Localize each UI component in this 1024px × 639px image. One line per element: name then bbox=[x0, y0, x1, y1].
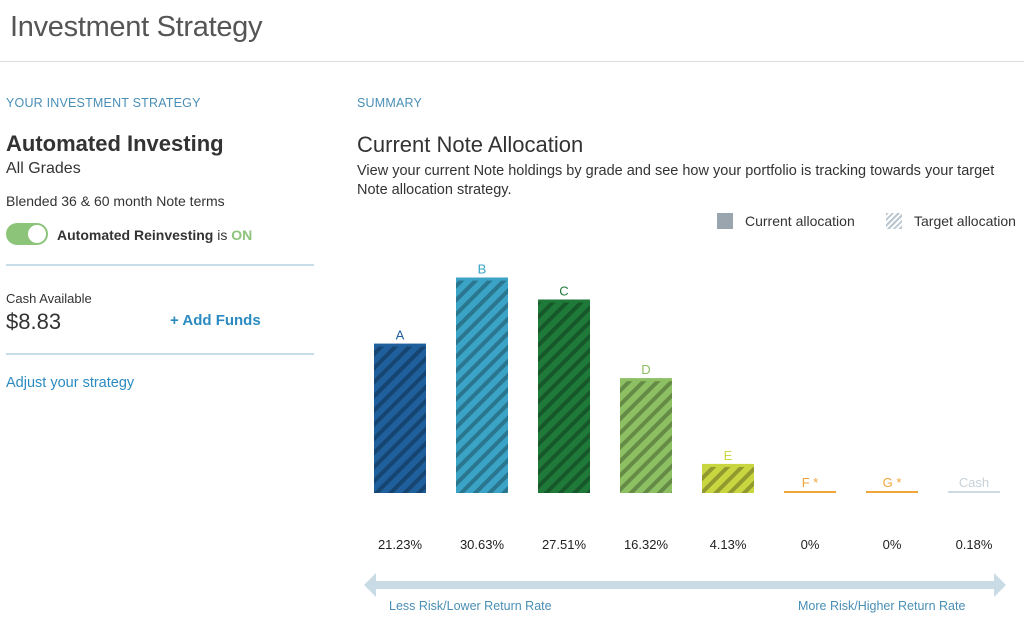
percent-label: 0.18% bbox=[955, 537, 993, 552]
percent-label: 30.63% bbox=[459, 537, 505, 552]
bar-label: A bbox=[396, 328, 405, 343]
legend-current-label: Current allocation bbox=[745, 213, 855, 229]
reinvest-toggle[interactable] bbox=[6, 223, 48, 245]
bar-cash[interactable] bbox=[948, 491, 1000, 493]
bar-cap bbox=[620, 378, 672, 382]
percent-label: 0% bbox=[800, 537, 820, 552]
bar-cap bbox=[538, 299, 590, 303]
bar-cap bbox=[374, 343, 426, 347]
strategy-grades: All Grades bbox=[6, 160, 81, 177]
add-funds-link[interactable]: + Add Funds bbox=[170, 312, 261, 329]
bar-label: D bbox=[641, 362, 650, 377]
legend-target: Target allocation bbox=[886, 213, 1016, 229]
legend-target-label: Target allocation bbox=[914, 213, 1016, 229]
bar-d[interactable] bbox=[620, 378, 672, 493]
reinvest-is: is bbox=[217, 227, 228, 243]
risk-right-label: More Risk/Higher Return Rate bbox=[798, 599, 966, 613]
bar-label: E bbox=[724, 448, 733, 463]
bar-a[interactable] bbox=[374, 343, 426, 493]
allocation-chart: A B C D E F * G * Cash bbox=[374, 262, 1000, 493]
bar-cap bbox=[456, 277, 508, 281]
bar-label: C bbox=[559, 284, 568, 299]
percent-label: 0% bbox=[882, 537, 902, 552]
legend-current: Current allocation bbox=[717, 213, 855, 229]
cash-value: $8.83 bbox=[6, 309, 62, 334]
percent-label: 16.32% bbox=[623, 537, 669, 552]
bar-f[interactable] bbox=[784, 491, 836, 493]
bar-label: B bbox=[478, 262, 487, 277]
strategy-terms: Blended 36 & 60 month Note terms bbox=[6, 193, 225, 209]
page-title: Investment Strategy bbox=[10, 11, 263, 43]
reinvest-label: Automated Reinvesting bbox=[57, 227, 214, 243]
divider bbox=[6, 353, 314, 355]
strategy-section-label: YOUR INVESTMENT STRATEGY bbox=[6, 96, 201, 110]
strategy-name: Automated Investing bbox=[6, 131, 224, 156]
bar-c[interactable] bbox=[538, 299, 590, 493]
bar-e[interactable] bbox=[702, 463, 754, 493]
bar-b[interactable] bbox=[456, 277, 508, 493]
cash-label: Cash Available bbox=[6, 291, 92, 306]
summary-section-label: SUMMARY bbox=[357, 96, 423, 110]
bar-label: G * bbox=[883, 475, 902, 490]
adjust-strategy-link[interactable]: Adjust your strategy bbox=[6, 375, 135, 391]
bar-cap bbox=[702, 463, 754, 467]
bar-label: F * bbox=[802, 475, 819, 490]
legend-target-swatch bbox=[886, 213, 902, 229]
percent-label: 4.13% bbox=[709, 537, 747, 552]
legend-current-swatch bbox=[717, 213, 733, 229]
page-header: Investment Strategy bbox=[0, 0, 1024, 62]
risk-arrow bbox=[364, 573, 1006, 597]
reinvest-status: Automated Reinvesting is ON bbox=[57, 227, 252, 243]
risk-left-label: Less Risk/Lower Return Rate bbox=[389, 599, 552, 613]
chart-title: Current Note Allocation bbox=[357, 132, 584, 157]
divider bbox=[6, 264, 314, 266]
bar-g[interactable] bbox=[866, 491, 918, 493]
percent-label: 21.23% bbox=[377, 537, 423, 552]
percent-label: 27.51% bbox=[541, 537, 587, 552]
chart-description: View your current Note holdings by grade… bbox=[357, 163, 995, 198]
toggle-knob bbox=[28, 225, 46, 243]
reinvest-on: ON bbox=[231, 227, 253, 243]
bar-label: Cash bbox=[959, 475, 989, 490]
risk-arrow-shape bbox=[364, 573, 1006, 597]
